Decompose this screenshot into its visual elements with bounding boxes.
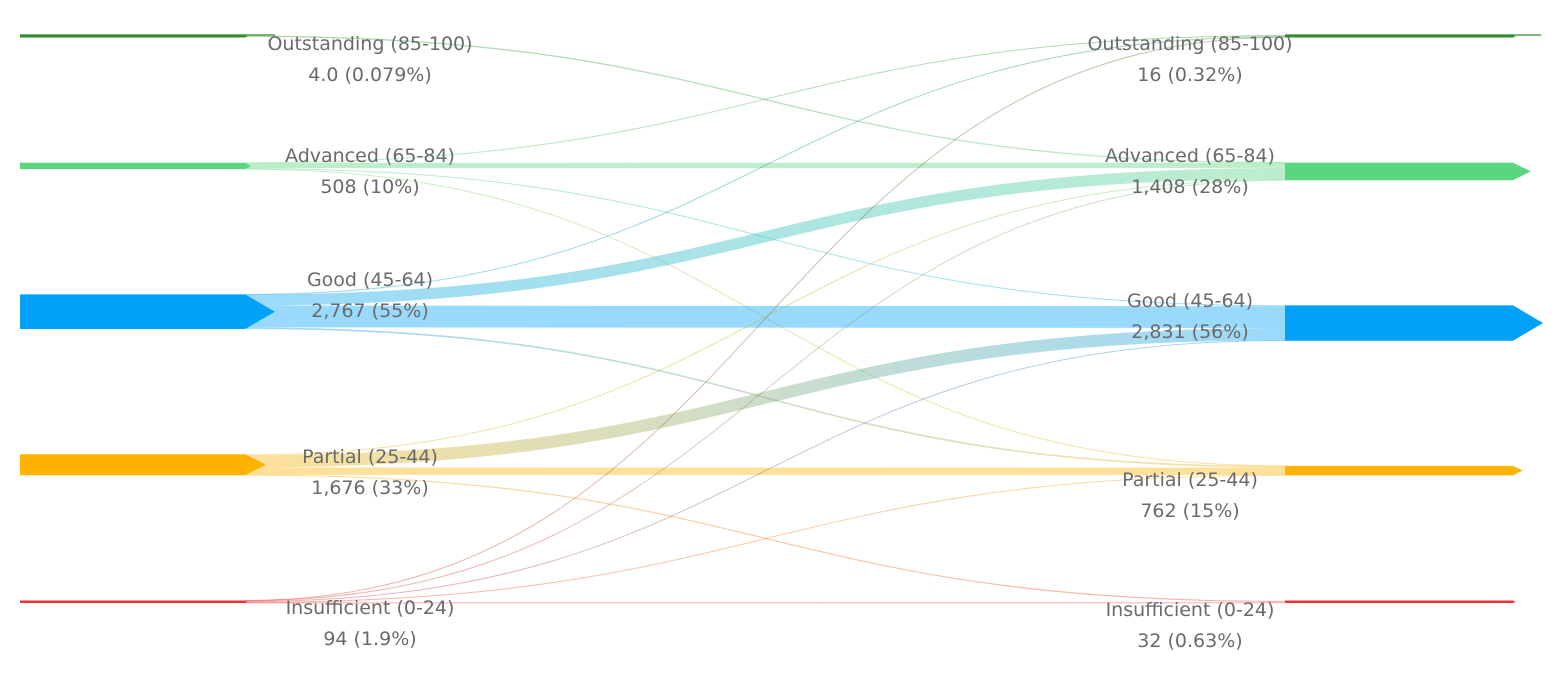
link-advanced-to-outstanding <box>244 35 1286 164</box>
sankey-labels: Outstanding (85-100) 4.0 (0.079%) Advanced… <box>267 33 1292 652</box>
right-node-label: Partial (25-44) <box>1122 469 1258 491</box>
link-insufficient-to-partial <box>244 474 1286 603</box>
link-insufficient-to-outstanding <box>244 36 1286 602</box>
left-node-good <box>20 294 275 329</box>
left-node-label: Advanced (65-84) <box>285 145 455 167</box>
link-partial-to-good <box>244 327 1286 468</box>
left-node-value: 1,676 (33%) <box>311 477 429 499</box>
link-insufficient-to-advanced <box>244 179 1286 602</box>
link-partial-to-advanced <box>244 179 1286 456</box>
left-node-value: 4.0 (0.079%) <box>308 64 432 86</box>
link-good-to-outstanding <box>244 36 1286 295</box>
left-node-value: 508 (10%) <box>320 176 419 198</box>
right-node-value: 16 (0.32%) <box>1137 64 1242 86</box>
right-node-label: Outstanding (85-100) <box>1087 33 1292 55</box>
right-node-advanced <box>1285 162 1531 181</box>
right-node-value: 32 (0.63%) <box>1137 630 1242 652</box>
link-insufficient-to-good <box>244 339 1286 602</box>
left-node-label: Outstanding (85-100) <box>267 33 472 55</box>
link-good-to-advanced <box>244 167 1286 306</box>
right-node-insufficient <box>1285 600 1516 603</box>
right-node-label: Good (45-64) <box>1127 290 1253 312</box>
right-node-value: 762 (15%) <box>1140 500 1239 522</box>
left-node-insufficient <box>20 600 248 603</box>
right-node-label: Insufficient (0-24) <box>1106 599 1275 621</box>
left-node-partial <box>20 454 266 476</box>
right-node-partial <box>1285 465 1523 476</box>
left-node-outstanding <box>20 35 248 38</box>
sankey-nodes <box>20 34 1543 603</box>
left-node-value: 2,767 (55%) <box>311 300 429 322</box>
right-node-outstanding <box>1285 35 1516 38</box>
left-node-advanced <box>20 162 252 170</box>
right-node-value: 1,408 (28%) <box>1131 176 1249 198</box>
link-partial-to-insufficient <box>244 474 1286 603</box>
right-node-label: Advanced (65-84) <box>1105 145 1275 167</box>
right-node-value: 2,831 (56%) <box>1131 321 1249 343</box>
left-node-label: Insufficient (0-24) <box>286 597 455 619</box>
right-node-good <box>1285 305 1543 341</box>
left-node-label: Good (45-64) <box>307 269 433 291</box>
sankey-links <box>244 35 1286 604</box>
left-node-value: 94 (1.9%) <box>323 628 416 650</box>
left-node-label: Partial (25-44) <box>302 446 438 468</box>
